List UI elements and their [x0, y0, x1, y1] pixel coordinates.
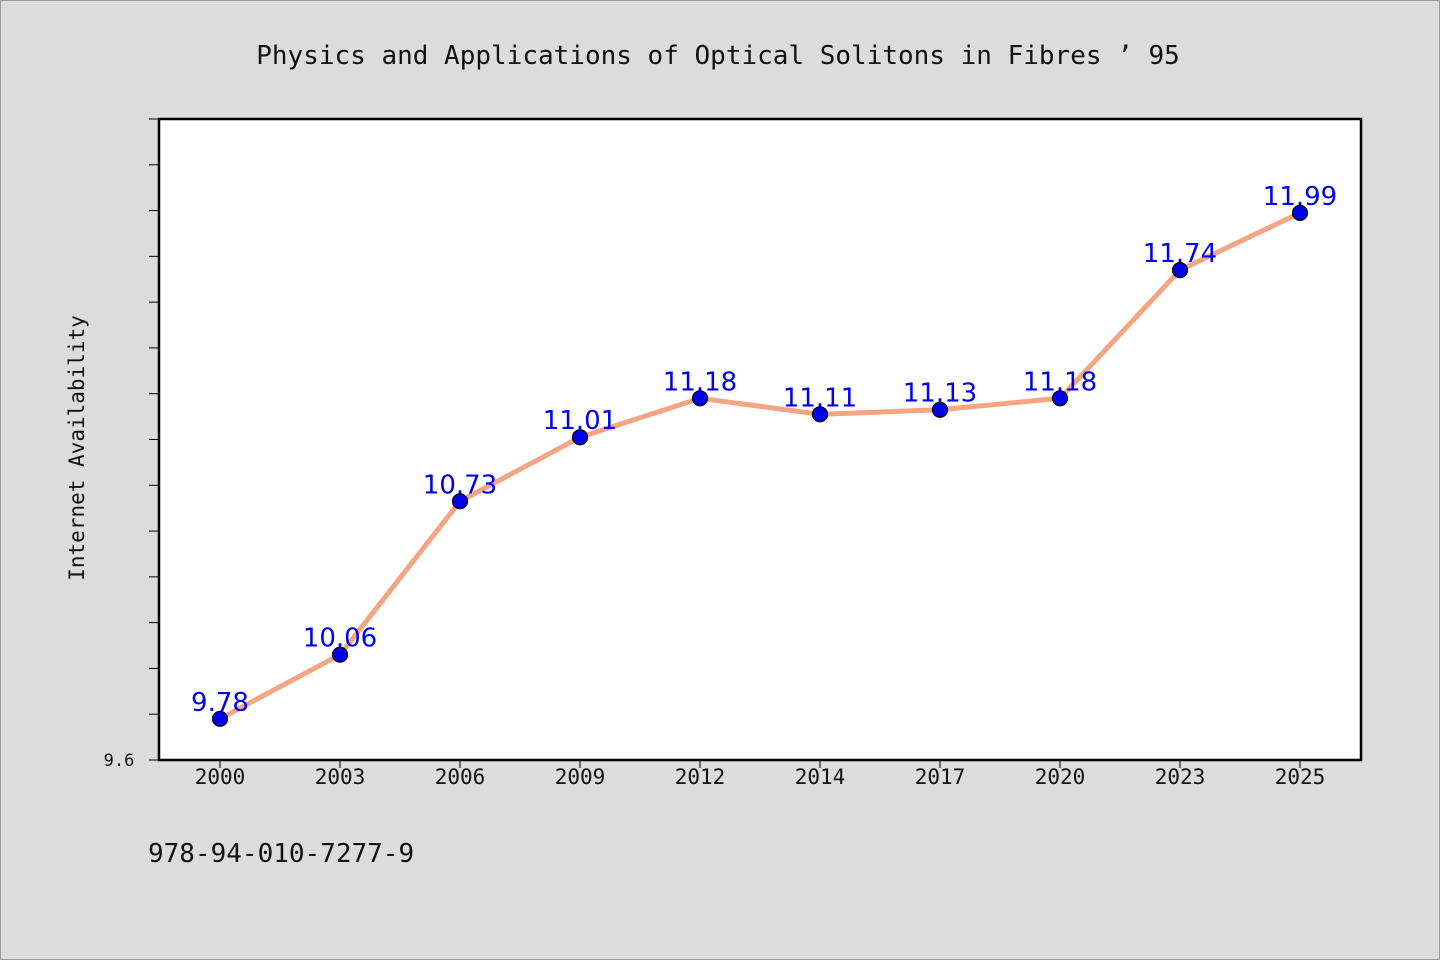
y-axis-label: Internet Availability [65, 315, 89, 581]
data-point [691, 390, 709, 407]
data-label: 11.01 [543, 406, 617, 436]
y-axis-ticks: 9.6 [104, 118, 159, 771]
data-point [931, 401, 949, 418]
data-label: 11.11 [783, 383, 857, 413]
data-point [1171, 261, 1189, 279]
x-tick-label: 2009 [555, 765, 606, 789]
data-point [1291, 204, 1309, 221]
data-point [331, 646, 349, 663]
x-tick-label: 2017 [915, 765, 966, 789]
y-tick-label: 9.6 [104, 751, 135, 771]
x-tick-label: 2020 [1035, 765, 1086, 789]
data-point [451, 493, 469, 510]
data-point [211, 710, 229, 727]
data-point [571, 429, 589, 446]
x-tick-label: 2023 [1155, 765, 1206, 789]
data-label: 11.74 [1143, 239, 1217, 269]
data-point [811, 406, 829, 423]
x-tick-label: 2003 [315, 765, 366, 789]
data-label: 11.99 [1263, 182, 1337, 212]
data-label: 10.73 [423, 470, 497, 500]
x-tick-label: 2006 [435, 765, 486, 789]
x-tick-label: 2014 [795, 765, 846, 789]
data-label: 11.18 [1023, 367, 1097, 397]
data-point [1051, 390, 1069, 407]
x-tick-label: 2025 [1275, 765, 1326, 789]
chart-title: Physics and Applications of Optical Soli… [256, 41, 1180, 71]
data-label: 11.18 [663, 367, 737, 397]
series-line [217, 210, 1303, 722]
data-label: 9.78 [191, 688, 249, 718]
series-group: 9.78 10.06 10.73 11.01 11.18 11.11 11.13 11.18 1… [191, 182, 1337, 727]
x-tick-label: 2000 [195, 765, 246, 789]
x-axis-tick-labels: 2000 2003 2006 2009 2012 2014 2017 2020 2023 2025 [195, 760, 1326, 789]
data-label: 10.06 [303, 624, 377, 654]
x-tick-label: 2012 [675, 765, 726, 789]
plot-area [157, 117, 1363, 762]
data-label: 11.13 [903, 379, 977, 409]
footer-isbn: 978-94-010-7277-9 [148, 839, 414, 869]
